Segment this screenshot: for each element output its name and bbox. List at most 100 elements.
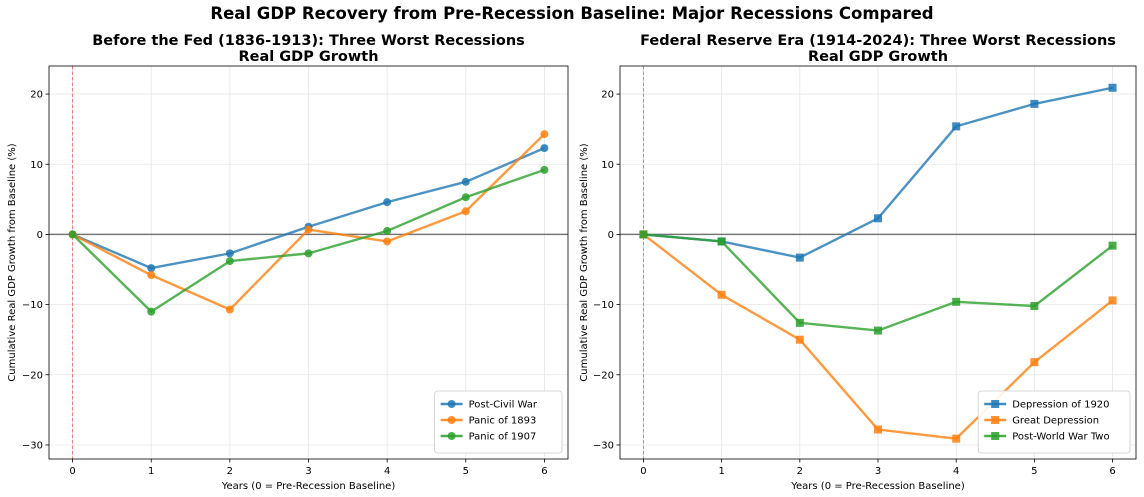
data-point bbox=[383, 237, 392, 246]
data-point bbox=[461, 207, 470, 216]
chart-left-before-fed: Before the Fed (1836-1913): Three Worst … bbox=[7, 33, 569, 492]
data-point bbox=[1030, 302, 1039, 311]
legend-box bbox=[434, 390, 563, 454]
data-point bbox=[540, 144, 549, 153]
data-point bbox=[1030, 358, 1039, 367]
data-point bbox=[1030, 99, 1039, 108]
legend-box bbox=[977, 390, 1131, 454]
y-axis: −30 −20 −10 0 10 20 bbox=[22, 90, 49, 451]
data-point bbox=[461, 193, 470, 202]
y-tick-label: −20 bbox=[22, 370, 43, 381]
legend-label: Great Depression bbox=[1012, 416, 1099, 427]
chart-right-fed-era: Federal Reserve Era (1914-2024): Three W… bbox=[579, 33, 1137, 492]
legend-item: Panic of 1893 bbox=[440, 416, 537, 427]
y-tick-label: 0 bbox=[37, 230, 43, 241]
y-tick-label: 10 bbox=[30, 160, 43, 171]
data-point bbox=[225, 257, 234, 266]
x-tick-label: 2 bbox=[227, 466, 233, 477]
x-tick-label: 3 bbox=[875, 466, 881, 477]
data-point bbox=[68, 230, 77, 239]
legend-item: Panic of 1907 bbox=[440, 432, 537, 443]
chart-title-line-2: Real GDP Growth bbox=[808, 49, 948, 65]
data-point bbox=[952, 122, 961, 131]
x-tick-label: 0 bbox=[69, 466, 75, 477]
data-point bbox=[874, 326, 882, 335]
y-axis: −30 −20 −10 0 10 20 bbox=[593, 90, 620, 451]
data-point bbox=[147, 271, 156, 280]
legend-label: Panic of 1907 bbox=[469, 432, 537, 443]
figure-suptitle: Real GDP Recovery from Pre-Recession Bas… bbox=[210, 4, 934, 23]
data-point bbox=[1108, 296, 1117, 305]
legend-item: Great Depression bbox=[984, 416, 1099, 427]
x-tick-label: 2 bbox=[797, 466, 803, 477]
x-tick-label: 5 bbox=[463, 466, 469, 477]
x-tick-label: 4 bbox=[953, 466, 959, 477]
data-point bbox=[874, 214, 882, 223]
data-point bbox=[461, 177, 470, 186]
data-point bbox=[952, 434, 961, 443]
chart-title-line-1: Before the Fed (1836-1913): Three Worst … bbox=[92, 33, 525, 49]
y-tick-label: 20 bbox=[30, 90, 43, 101]
x-axis-label: Years (0 = Pre-Recession Baseline) bbox=[790, 481, 965, 492]
data-point bbox=[795, 253, 804, 262]
x-tick-label: 3 bbox=[305, 466, 311, 477]
legend-label: Panic of 1893 bbox=[469, 416, 537, 427]
legend-swatch-marker bbox=[991, 400, 1000, 408]
y-tick-label: −10 bbox=[593, 300, 614, 311]
legend-swatch-marker bbox=[991, 416, 1000, 424]
data-point bbox=[304, 249, 313, 258]
data-point bbox=[383, 198, 392, 207]
data-point bbox=[639, 230, 648, 239]
data-point bbox=[225, 305, 234, 314]
data-point bbox=[1108, 83, 1117, 92]
data-point bbox=[225, 249, 234, 258]
y-axis-label: Cumulative Real GDP Growth from Baseline… bbox=[579, 143, 590, 381]
data-point bbox=[147, 307, 156, 316]
y-tick-label: −10 bbox=[22, 300, 43, 311]
legend: Depression of 1920 Great Depression Post-W… bbox=[977, 390, 1131, 454]
data-point bbox=[304, 225, 313, 234]
y-tick-label: −30 bbox=[22, 440, 43, 451]
x-axis: 0 1 2 3 4 5 6 bbox=[640, 459, 1116, 477]
data-point bbox=[1108, 241, 1117, 250]
x-tick-label: 1 bbox=[148, 466, 154, 477]
x-tick-label: 5 bbox=[1031, 466, 1037, 477]
data-point bbox=[540, 130, 549, 139]
x-tick-label: 6 bbox=[1109, 466, 1115, 477]
y-tick-label: 10 bbox=[601, 160, 614, 171]
x-tick-label: 1 bbox=[718, 466, 724, 477]
legend-item: Depression of 1920 bbox=[984, 400, 1110, 411]
legend: Post-Civil War Panic of 1893 Panic of 1907 bbox=[434, 390, 563, 454]
y-tick-label: −30 bbox=[593, 440, 614, 451]
series-2 bbox=[639, 230, 1117, 335]
data-point bbox=[540, 165, 549, 174]
data-point bbox=[717, 237, 726, 246]
legend-swatch-marker bbox=[991, 432, 1000, 440]
data-point bbox=[874, 425, 882, 434]
legend-label: Post-Civil War bbox=[469, 400, 538, 411]
data-point bbox=[147, 264, 156, 273]
x-axis-label: Years (0 = Pre-Recession Baseline) bbox=[221, 481, 396, 492]
y-axis-label: Cumulative Real GDP Growth from Baseline… bbox=[7, 143, 18, 381]
data-point bbox=[383, 226, 392, 235]
legend-item: Post-Civil War bbox=[440, 400, 538, 411]
x-tick-label: 4 bbox=[384, 466, 390, 477]
legend-swatch-marker bbox=[447, 400, 456, 408]
data-point bbox=[952, 297, 961, 306]
y-tick-label: 0 bbox=[608, 230, 614, 241]
chart-title-line-1: Federal Reserve Era (1914-2024): Three W… bbox=[640, 33, 1116, 49]
y-tick-label: −20 bbox=[593, 370, 614, 381]
x-axis: 0 1 2 3 4 5 6 bbox=[69, 459, 548, 477]
legend-label: Post-World War Two bbox=[1012, 432, 1109, 443]
x-tick-label: 6 bbox=[541, 466, 547, 477]
data-point bbox=[717, 290, 726, 299]
data-point bbox=[795, 335, 804, 344]
legend-swatch-marker bbox=[447, 432, 456, 440]
series-2 bbox=[68, 165, 549, 316]
legend-item: Post-World War Two bbox=[984, 432, 1110, 443]
legend-swatch-marker bbox=[447, 416, 456, 424]
chart-title-line-2: Real GDP Growth bbox=[238, 49, 378, 65]
x-tick-label: 0 bbox=[640, 466, 646, 477]
legend-label: Depression of 1920 bbox=[1012, 400, 1109, 411]
